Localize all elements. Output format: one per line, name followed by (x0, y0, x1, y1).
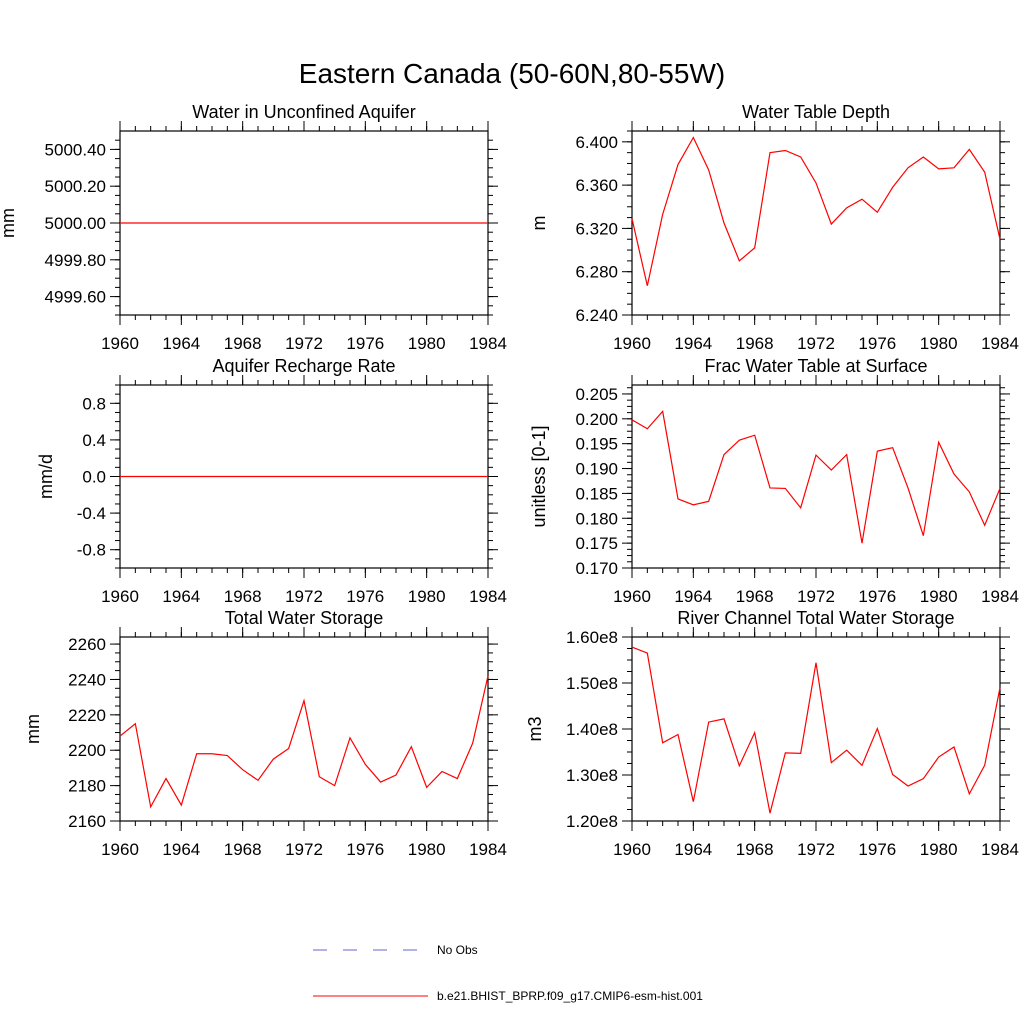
x-tick-label-frac-water-table: 1980 (920, 587, 958, 606)
x-tick-label-unconfined-aquifer: 1968 (224, 334, 262, 353)
figure-title: Eastern Canada (50-60N,80-55W) (299, 58, 725, 89)
y-tick-label-water-table-depth: 6.280 (575, 263, 618, 282)
x-tick-label-water-table-depth: 1976 (858, 334, 896, 353)
x-tick-label-aquifer-recharge: 1964 (162, 587, 200, 606)
x-tick-label-unconfined-aquifer: 1984 (469, 334, 507, 353)
x-tick-label-total-water-storage: 1968 (224, 840, 262, 859)
panel-title-river-channel-storage: River Channel Total Water Storage (677, 608, 954, 628)
x-tick-label-aquifer-recharge: 1984 (469, 587, 507, 606)
x-tick-label-aquifer-recharge: 1968 (224, 587, 262, 606)
y-tick-label-water-table-depth: 6.360 (575, 176, 618, 195)
y-tick-label-aquifer-recharge: 0.0 (82, 468, 106, 487)
x-tick-label-frac-water-table: 1984 (981, 587, 1019, 606)
y-tick-label-river-channel-storage: 1.30e8 (566, 766, 618, 785)
y-tick-label-frac-water-table: 0.190 (575, 460, 618, 479)
x-tick-label-frac-water-table: 1964 (674, 587, 712, 606)
x-tick-label-frac-water-table: 1960 (613, 587, 651, 606)
y-axis-label-aquifer-recharge: mm/d (36, 454, 56, 499)
x-tick-label-river-channel-storage: 1964 (674, 840, 712, 859)
x-tick-label-total-water-storage: 1980 (408, 840, 446, 859)
legend-label-model-run: b.e21.BHIST_BPRP.f09_g17.CMIP6-esm-hist.… (437, 989, 703, 1003)
y-tick-label-total-water-storage: 2180 (68, 777, 106, 796)
y-tick-label-water-table-depth: 6.400 (575, 133, 618, 152)
x-tick-label-total-water-storage: 1960 (101, 840, 139, 859)
panel-title-unconfined-aquifer: Water in Unconfined Aquifer (192, 102, 415, 122)
y-axis-label-frac-water-table: unitless [0-1] (529, 425, 549, 527)
y-axis-label-unconfined-aquifer: mm (0, 208, 18, 238)
x-tick-label-unconfined-aquifer: 1976 (346, 334, 384, 353)
legend-label-no-obs: No Obs (437, 943, 478, 957)
y-tick-label-unconfined-aquifer: 4999.80 (45, 251, 106, 270)
x-tick-label-water-table-depth: 1972 (797, 334, 835, 353)
y-tick-label-water-table-depth: 6.320 (575, 219, 618, 238)
y-tick-label-river-channel-storage: 1.20e8 (566, 812, 618, 831)
y-axis-label-water-table-depth: m (529, 216, 549, 231)
y-tick-label-unconfined-aquifer: 5000.20 (45, 177, 106, 196)
x-tick-label-unconfined-aquifer: 1960 (101, 334, 139, 353)
y-tick-label-frac-water-table: 0.205 (575, 385, 618, 404)
y-tick-label-total-water-storage: 2240 (68, 670, 106, 689)
x-tick-label-river-channel-storage: 1960 (613, 840, 651, 859)
x-tick-label-river-channel-storage: 1976 (858, 840, 896, 859)
y-tick-label-frac-water-table: 0.175 (575, 534, 618, 553)
y-tick-label-aquifer-recharge: 0.4 (82, 431, 106, 450)
y-tick-label-river-channel-storage: 1.50e8 (566, 674, 618, 693)
y-tick-label-frac-water-table: 0.195 (575, 435, 618, 454)
y-axis-label-river-channel-storage: m3 (525, 716, 545, 741)
y-tick-label-frac-water-table: 0.185 (575, 484, 618, 503)
x-tick-label-total-water-storage: 1972 (285, 840, 323, 859)
y-tick-label-unconfined-aquifer: 4999.60 (45, 288, 106, 307)
y-tick-label-total-water-storage: 2220 (68, 706, 106, 725)
x-tick-label-unconfined-aquifer: 1972 (285, 334, 323, 353)
y-tick-label-river-channel-storage: 1.60e8 (566, 628, 618, 647)
panel-title-water-table-depth: Water Table Depth (742, 102, 890, 122)
x-tick-label-unconfined-aquifer: 1964 (162, 334, 200, 353)
y-tick-label-unconfined-aquifer: 5000.40 (45, 140, 106, 159)
x-tick-label-river-channel-storage: 1972 (797, 840, 835, 859)
x-tick-label-water-table-depth: 1960 (613, 334, 651, 353)
x-tick-label-water-table-depth: 1980 (920, 334, 958, 353)
x-tick-label-unconfined-aquifer: 1980 (408, 334, 446, 353)
x-tick-label-water-table-depth: 1964 (674, 334, 712, 353)
y-tick-label-frac-water-table: 0.200 (575, 410, 618, 429)
x-tick-label-river-channel-storage: 1968 (736, 840, 774, 859)
y-tick-label-aquifer-recharge: -0.4 (77, 504, 106, 523)
y-tick-label-unconfined-aquifer: 5000.00 (45, 214, 106, 233)
y-axis-label-total-water-storage: mm (23, 714, 43, 744)
x-tick-label-frac-water-table: 1976 (858, 587, 896, 606)
panel-title-total-water-storage: Total Water Storage (225, 608, 383, 628)
y-tick-label-river-channel-storage: 1.40e8 (566, 720, 618, 739)
y-tick-label-total-water-storage: 2200 (68, 741, 106, 760)
x-tick-label-aquifer-recharge: 1972 (285, 587, 323, 606)
panel-title-aquifer-recharge: Aquifer Recharge Rate (212, 356, 395, 376)
x-tick-label-river-channel-storage: 1980 (920, 840, 958, 859)
x-tick-label-river-channel-storage: 1984 (981, 840, 1019, 859)
x-tick-label-aquifer-recharge: 1976 (346, 587, 384, 606)
x-tick-label-aquifer-recharge: 1980 (408, 587, 446, 606)
panel-title-frac-water-table: Frac Water Table at Surface (704, 356, 927, 376)
y-tick-label-frac-water-table: 0.170 (575, 559, 618, 578)
x-tick-label-total-water-storage: 1964 (162, 840, 200, 859)
x-tick-label-water-table-depth: 1984 (981, 334, 1019, 353)
y-tick-label-aquifer-recharge: 0.8 (82, 394, 106, 413)
x-tick-label-total-water-storage: 1976 (346, 840, 384, 859)
y-tick-label-aquifer-recharge: -0.8 (77, 541, 106, 560)
y-tick-label-total-water-storage: 2260 (68, 635, 106, 654)
y-tick-label-water-table-depth: 6.240 (575, 306, 618, 325)
y-tick-label-frac-water-table: 0.180 (575, 509, 618, 528)
x-tick-label-total-water-storage: 1984 (469, 840, 507, 859)
y-tick-label-total-water-storage: 2160 (68, 812, 106, 831)
x-tick-label-water-table-depth: 1968 (736, 334, 774, 353)
x-tick-label-frac-water-table: 1972 (797, 587, 835, 606)
x-tick-label-frac-water-table: 1968 (736, 587, 774, 606)
x-tick-label-aquifer-recharge: 1960 (101, 587, 139, 606)
